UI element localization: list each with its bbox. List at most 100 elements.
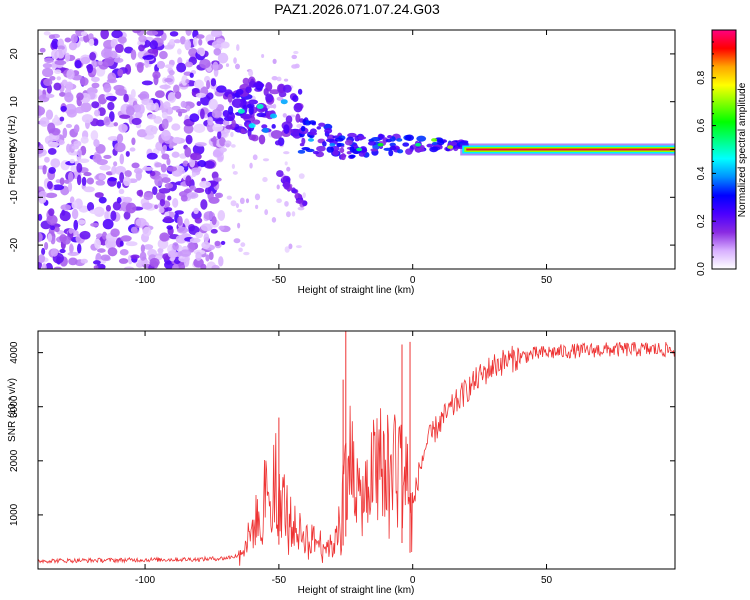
noise-blob <box>159 84 171 90</box>
noise-blob <box>233 238 241 244</box>
noise-blob <box>110 228 120 238</box>
noise-blob <box>130 49 137 61</box>
noise-blob <box>183 123 194 134</box>
noise-blob <box>111 165 117 175</box>
noise-blob <box>177 215 183 226</box>
noise-blob <box>158 207 165 214</box>
noise-blob <box>56 76 62 81</box>
noise-blob <box>68 227 74 234</box>
noise-blob <box>215 118 225 125</box>
snr-y-label: SNR (10 * v/v) <box>7 378 18 442</box>
noise-blob <box>123 266 135 269</box>
noise-blob <box>176 226 189 234</box>
noise-blob <box>191 172 197 177</box>
burst-blob <box>242 77 250 85</box>
noise-blob <box>59 248 66 254</box>
noise-blob <box>195 92 207 98</box>
noise-blob <box>204 186 212 195</box>
trace-blob <box>340 153 346 161</box>
noise-blob <box>210 78 217 87</box>
trace-blob <box>460 140 469 144</box>
noise-blob <box>153 74 159 86</box>
burst-core <box>256 103 264 109</box>
noise-blob <box>76 162 83 173</box>
noise-blob <box>119 240 124 247</box>
noise-blob <box>105 204 111 212</box>
trace-blob <box>347 132 357 138</box>
noise-blob <box>38 190 47 198</box>
snr-x-label: Height of straight line (km) <box>298 585 415 596</box>
noise-blob <box>130 89 136 99</box>
noise-blob <box>293 50 299 55</box>
spectrogram-x-label: Height of straight line (km) <box>298 285 415 296</box>
noise-blob <box>164 182 174 189</box>
noise-blob <box>255 204 259 210</box>
noise-blob <box>69 158 75 164</box>
noise-blob <box>129 147 136 152</box>
noise-blob <box>213 177 222 182</box>
trace-blob <box>318 122 326 127</box>
noise-blob <box>194 142 207 147</box>
noise-blob <box>230 144 236 148</box>
noise-blob <box>74 60 82 69</box>
noise-blob <box>284 246 290 253</box>
noise-blob <box>93 139 100 147</box>
noise-blob <box>189 237 201 243</box>
noise-blob <box>89 52 97 61</box>
branch-blob <box>283 181 291 190</box>
noise-blob <box>197 160 207 168</box>
noise-blob <box>79 77 89 86</box>
noise-blob <box>212 135 217 147</box>
noise-blob <box>78 158 90 164</box>
noise-blob <box>65 123 73 128</box>
noise-blob <box>80 56 91 64</box>
noise-blob <box>88 38 95 47</box>
trace-blob <box>336 142 342 148</box>
burst-blob <box>227 93 233 103</box>
noise-blob <box>142 55 154 60</box>
noise-blob <box>81 113 94 124</box>
noise-blob <box>268 104 275 109</box>
noise-blob <box>77 149 82 158</box>
noise-blob <box>146 30 159 36</box>
noise-blob <box>302 192 306 199</box>
burst-blob <box>274 140 282 146</box>
noise-blob <box>264 209 269 216</box>
noise-blob <box>190 152 202 161</box>
noise-blob <box>218 256 224 267</box>
burst-blob <box>258 134 266 145</box>
noise-blob <box>161 153 170 160</box>
noise-blob <box>166 157 171 166</box>
noise-blob <box>282 113 287 118</box>
trace-blob <box>301 146 310 151</box>
noise-blob <box>230 131 234 138</box>
noise-blob <box>276 76 282 82</box>
noise-blob <box>183 218 190 228</box>
noise-blob <box>186 105 191 112</box>
noise-blob <box>100 254 111 261</box>
colorbar-tick-label: 0.4 <box>696 166 707 180</box>
noise-blob <box>138 44 145 52</box>
noise-blob <box>44 241 49 250</box>
noise-blob <box>44 262 54 269</box>
noise-blob <box>89 209 102 215</box>
trace-blob <box>405 134 414 141</box>
noise-blob <box>77 243 82 254</box>
noise-blob <box>294 63 300 69</box>
noise-blob <box>54 226 60 233</box>
noise-blob <box>172 84 180 94</box>
trace-blob <box>429 146 439 153</box>
spectrogram-y-tick-label: 0 <box>9 146 20 152</box>
noise-blob <box>103 154 112 159</box>
noise-blob <box>194 187 205 194</box>
burst-blob <box>240 113 253 119</box>
snr-series-line <box>38 341 675 566</box>
trace-blob <box>358 152 366 157</box>
noise-blob <box>176 62 187 73</box>
noise-blob <box>102 218 114 230</box>
noise-blob <box>189 113 200 123</box>
noise-blob <box>139 251 147 261</box>
noise-blob <box>80 31 88 37</box>
noise-blob <box>232 171 238 175</box>
noise-blob <box>183 256 190 268</box>
